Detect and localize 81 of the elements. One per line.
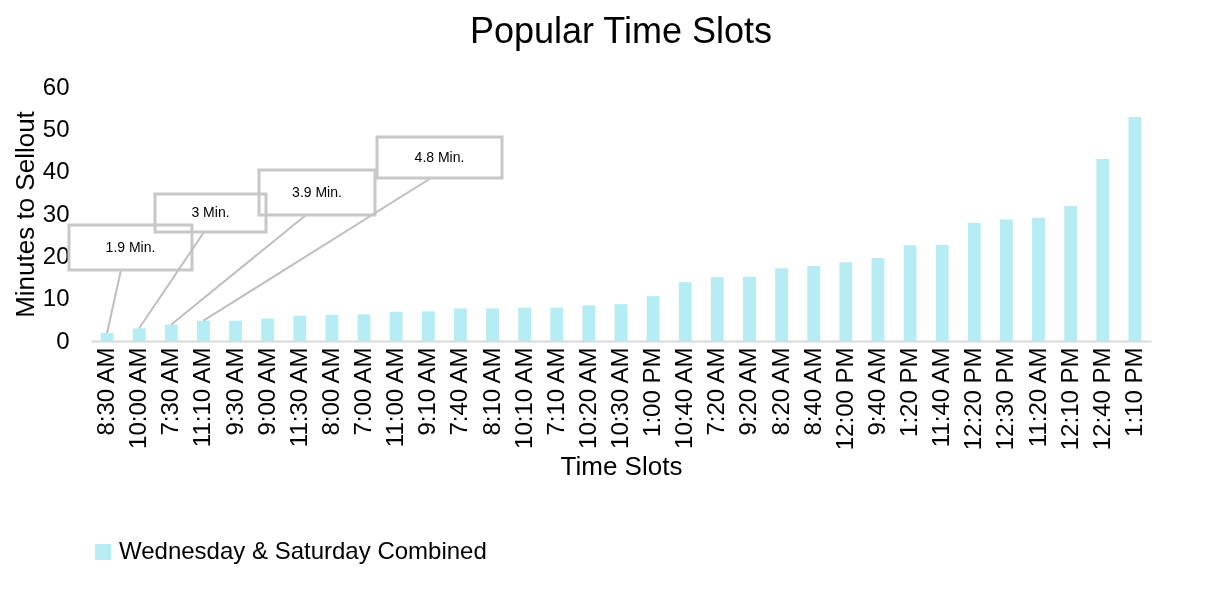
bar: [743, 276, 756, 341]
bar: [164, 324, 178, 341]
x-tick-label: 11:40 AM: [927, 347, 955, 448]
annotation: 1.9 Min.: [105, 238, 156, 255]
x-tick-label: 10:30 AM: [606, 347, 633, 449]
x-tick-label: 9:10 AM: [413, 347, 441, 436]
x-tick-label: 8:30 AM: [92, 347, 120, 436]
bar: [614, 304, 628, 341]
bar: [710, 277, 724, 341]
x-tick-label: 7:00 AM: [349, 347, 377, 436]
bar: [1096, 158, 1110, 341]
bar: [582, 305, 596, 341]
y-tick-label: 30: [42, 199, 70, 227]
x-tick-label: 7:30 AM: [156, 347, 184, 436]
bar: [1064, 205, 1078, 341]
x-tick-label: 10:40 AM: [670, 347, 698, 449]
x-tick-label: 7:40 AM: [445, 347, 473, 436]
y-tick-label: 50: [42, 114, 70, 142]
bar: [325, 314, 339, 341]
x-tick-label: 9:30 AM: [220, 347, 248, 436]
bar: [550, 307, 564, 341]
bar: [775, 268, 789, 341]
x-tick-label: 1:20 PM: [895, 347, 923, 437]
bar: [935, 244, 949, 341]
y-axis-title: Minutes to Sellout: [9, 110, 40, 318]
x-tick-label: 8:10 AM: [477, 347, 505, 436]
x-tick-label: 10:00 AM: [124, 347, 152, 449]
x-tick-label: 11:00 AM: [381, 347, 409, 448]
bar: [389, 311, 403, 341]
x-tick-label: 11:30 AM: [284, 347, 312, 448]
x-tick-label: 8:20 AM: [766, 347, 794, 436]
x-tick-label: 12:30 PM: [991, 347, 1019, 451]
bar: [518, 307, 532, 341]
bar: [871, 258, 885, 341]
bar: [357, 314, 371, 341]
x-tick-label: 10:10 AM: [509, 347, 537, 449]
x-tick-label: 7:10 AM: [541, 347, 569, 436]
bar: [967, 222, 981, 341]
chart-title: Popular Time Slots: [469, 10, 773, 51]
x-tick-label: 12:10 PM: [1055, 347, 1083, 451]
x-tick-label: 9:40 AM: [862, 347, 890, 436]
bar: [646, 296, 660, 341]
x-tick-label: 1:00 PM: [638, 347, 666, 437]
bar: [293, 315, 307, 341]
x-tick-label: 11:20 AM: [1023, 347, 1051, 448]
legend-label: Wednesday & Saturday Combined: [119, 537, 487, 564]
x-tick-label: 12:20 PM: [959, 347, 987, 451]
bar: [132, 328, 146, 341]
annotation: 3 Min.: [191, 204, 230, 220]
x-tick-label: 12:00 PM: [830, 347, 858, 451]
bar: [678, 282, 692, 341]
bar: [453, 308, 467, 341]
bar: [421, 311, 435, 341]
y-tick-label: 20: [42, 241, 70, 269]
bar: [197, 320, 210, 341]
bar: [229, 320, 242, 341]
x-tick-label: 9:20 AM: [734, 347, 762, 436]
bar: [807, 266, 821, 341]
x-tick-label: 7:20 AM: [702, 347, 730, 436]
x-tick-label: 12:40 PM: [1087, 347, 1115, 451]
bar: [261, 318, 275, 341]
x-tick-label: 9:00 AM: [252, 347, 280, 436]
bar: [100, 332, 114, 341]
x-tick-label: 10:20 AM: [573, 347, 601, 449]
bar: [486, 308, 499, 341]
x-tick-label: 1:10 PM: [1119, 347, 1147, 437]
annotation: 4.8 Min.: [414, 148, 465, 165]
y-tick-label: 10: [42, 284, 70, 312]
y-tick-label: 60: [42, 72, 70, 100]
bar: [1128, 117, 1142, 341]
x-tick-label: 11:10 AM: [188, 347, 216, 448]
x-tick-label: 8:00 AM: [316, 347, 344, 436]
bar: [1032, 217, 1045, 341]
y-tick-label: 40: [42, 157, 70, 185]
bar: [903, 245, 917, 341]
y-tick-label: 0: [56, 326, 70, 354]
x-axis-title: Time Slots: [560, 451, 683, 482]
annotation: 3.9 Min.: [292, 183, 342, 200]
bar: [839, 262, 853, 341]
x-tick-label: 8:40 AM: [798, 347, 826, 436]
bar: [1000, 219, 1013, 341]
